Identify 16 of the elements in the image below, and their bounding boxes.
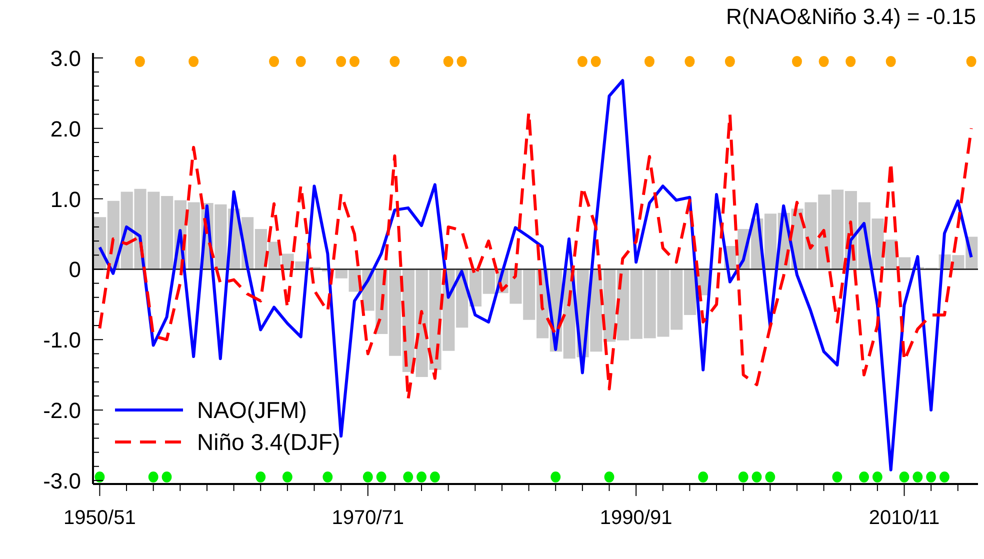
y-tick-label: -3.0 (43, 468, 81, 494)
y-tick-label: 1.0 (50, 186, 81, 212)
x-tick-label: 1970/71 (332, 507, 404, 529)
y-tick-label: 3.0 (50, 46, 81, 71)
x-tick-label: 2010/11 (868, 507, 940, 529)
y-tick-label: 2.0 (50, 116, 81, 142)
legend-label: NAO(JFM) (197, 396, 307, 425)
chart-title: R(NAO&Niño 3.4) = -0.15 (726, 4, 976, 30)
x-tick-label: 1950/51 (64, 507, 136, 529)
line-series (98, 110, 973, 401)
y-tick-label: 0 (68, 257, 81, 282)
x-tick-label: 1990/91 (600, 507, 672, 529)
legend-label: Niño 3.4(DJF) (197, 428, 340, 457)
y-tick-label: -2.0 (43, 398, 81, 424)
y-tick-label: -1.0 (43, 328, 81, 353)
line-series (98, 78, 973, 472)
